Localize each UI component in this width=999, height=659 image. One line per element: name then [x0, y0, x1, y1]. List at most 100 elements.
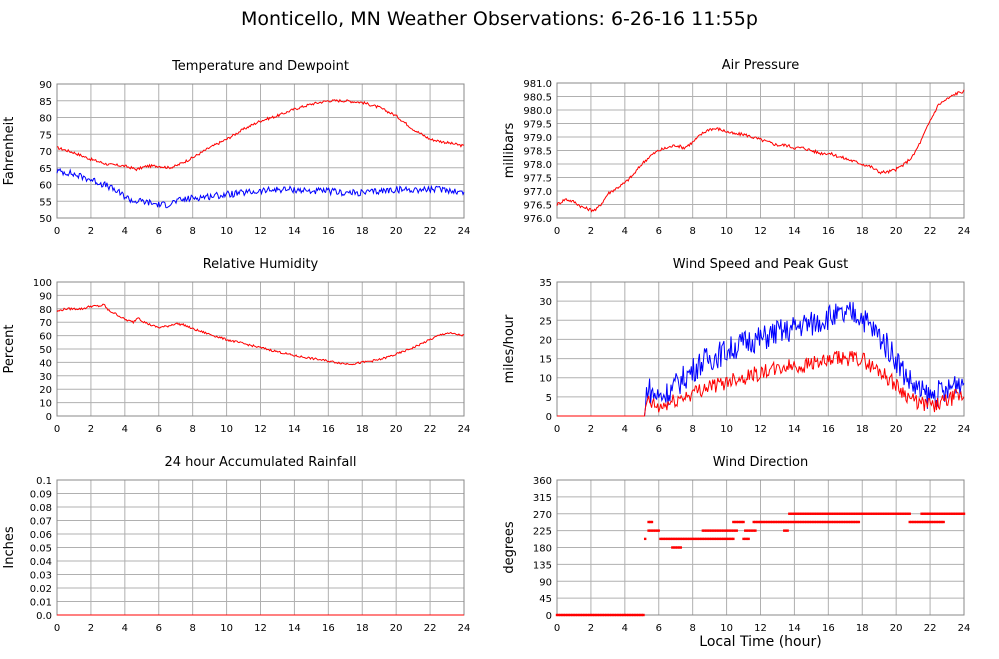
x-tick-label: 8 [189, 424, 195, 435]
direction-point [832, 520, 835, 524]
direction-point [845, 512, 849, 515]
x-tick-label: 24 [458, 623, 471, 634]
x-tick-label: 2 [588, 226, 594, 237]
direction-point [671, 546, 674, 549]
x-tick-label: 8 [689, 424, 695, 435]
x-tick-label: 14 [288, 623, 301, 634]
direction-point [862, 512, 866, 515]
direction-point [850, 512, 854, 515]
series-line-red [556, 89, 965, 213]
y-tick-label: 15 [539, 355, 552, 366]
y-tick-label: 977.0 [523, 187, 552, 198]
x-tick-label: 24 [958, 424, 971, 435]
direction-point [752, 529, 755, 532]
chart-humidity: Relative HumidityPercent0102030405060708… [2, 257, 470, 435]
y-tick-label: 0.09 [30, 490, 52, 501]
y-tick-label: 315 [533, 493, 552, 504]
direction-point [891, 512, 894, 515]
direction-point [898, 512, 901, 515]
y-tick-label: 0.04 [30, 557, 52, 568]
y-tick-label: 55 [39, 197, 52, 208]
x-tick-label: 12 [754, 623, 767, 634]
direction-point [711, 537, 715, 541]
direction-point [611, 613, 615, 617]
x-tick-label: 18 [856, 226, 869, 237]
x-tick-label: 10 [220, 424, 233, 435]
direction-point [830, 520, 833, 524]
plot-frame [556, 479, 965, 616]
direction-point [872, 512, 876, 515]
direction-point [937, 520, 940, 524]
x-tick-label: 20 [890, 424, 903, 435]
direction-point [800, 520, 803, 524]
direction-point [956, 512, 959, 515]
y-tick-label: 977.5 [523, 174, 552, 185]
x-tick-label: 14 [788, 623, 801, 634]
x-tick-label: 10 [220, 623, 233, 634]
direction-point [923, 512, 927, 515]
direction-point [839, 520, 842, 524]
direction-point [598, 613, 601, 617]
direction-point [728, 537, 732, 541]
direction-point [706, 537, 710, 541]
y-tick-label: 0 [546, 412, 552, 423]
direction-point [750, 529, 754, 532]
x-tick-label: 12 [254, 424, 267, 435]
direction-point [917, 520, 920, 524]
direction-point [720, 529, 723, 532]
direction-point [922, 520, 925, 524]
direction-point [732, 537, 735, 541]
y-tick-label: 980.0 [523, 106, 552, 117]
series-line-red [56, 98, 465, 172]
direction-point [900, 512, 903, 515]
direction-point [928, 520, 932, 524]
direction-point [784, 520, 788, 524]
direction-point [827, 520, 830, 524]
direction-point [945, 512, 949, 515]
x-tick-label: 4 [622, 226, 628, 237]
direction-point [920, 512, 923, 515]
direction-point [749, 529, 752, 532]
x-tick-label: 6 [656, 623, 662, 634]
direction-point [632, 613, 635, 617]
direction-point [940, 512, 944, 515]
x-tick-label: 16 [822, 424, 835, 435]
direction-point [650, 520, 654, 524]
direction-point [933, 512, 937, 515]
direction-point [861, 512, 864, 515]
direction-point [927, 512, 930, 515]
direction-point [905, 512, 908, 515]
direction-point [816, 520, 820, 524]
direction-point [801, 520, 805, 524]
direction-point [725, 529, 728, 532]
x-tick-label: 2 [588, 424, 594, 435]
direction-point [822, 520, 825, 524]
direction-point [903, 512, 906, 515]
direction-point [693, 537, 696, 541]
direction-point [813, 512, 816, 515]
x-tick-label: 0 [554, 424, 560, 435]
y-tick-label: 90 [39, 291, 52, 302]
direction-point [783, 529, 786, 532]
direction-point [828, 520, 832, 524]
y-tick-label: 45 [539, 594, 552, 605]
direction-point [594, 613, 598, 617]
direction-point [828, 512, 832, 515]
direction-point [820, 512, 823, 515]
y-tick-label: 50 [39, 345, 52, 356]
direction-point [706, 529, 710, 532]
direction-point [769, 520, 772, 524]
direction-point [889, 512, 893, 515]
direction-point [557, 613, 560, 617]
direction-point [647, 520, 650, 524]
direction-point [569, 613, 572, 617]
direction-point [625, 613, 628, 617]
x-tick-label: 18 [356, 623, 369, 634]
direction-point [716, 529, 720, 532]
direction-point [606, 613, 610, 617]
direction-point [813, 520, 816, 524]
direction-point [571, 613, 574, 617]
direction-point [757, 520, 761, 524]
direction-point [844, 520, 847, 524]
direction-point [615, 613, 618, 617]
